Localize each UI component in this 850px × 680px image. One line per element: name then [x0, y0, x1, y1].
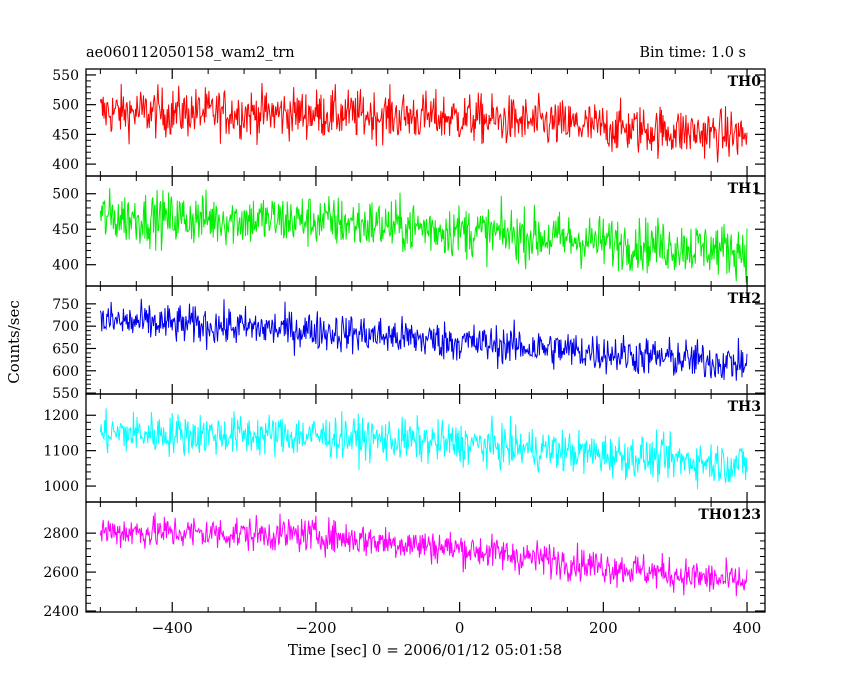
- x-tick-label: −400: [152, 619, 193, 637]
- panel-th2: 550 600 650 700 750 TH2: [52, 285, 766, 402]
- y-tick-label: 400: [52, 157, 79, 173]
- y-tick-label: 1100: [43, 444, 79, 460]
- panel-label: TH3: [728, 399, 761, 415]
- y-tick-label: 450: [52, 127, 79, 143]
- series-line-th3: [99, 408, 748, 490]
- y-tick-label: 500: [52, 98, 79, 114]
- y-tick-label: 1200: [43, 408, 79, 424]
- x-tick-label: −200: [295, 619, 336, 637]
- panel-th0123: 2400 2600 2800 TH0123: [43, 501, 766, 620]
- y-tick-label: 400: [52, 258, 79, 274]
- y-tick-label: 1000: [43, 479, 79, 495]
- x-tick-label: 200: [589, 619, 618, 637]
- y-tick-label: 650: [52, 341, 79, 357]
- panel-th0: 400 450 500 550 TH0: [52, 68, 766, 177]
- panel-label: TH0123: [698, 507, 761, 523]
- panels: 400 450 500 550 TH0 400 450 500 TH1 550 600 650 700 7…: [43, 68, 766, 620]
- y-tick-label: 450: [52, 222, 79, 238]
- series-line-th0123: [99, 512, 748, 597]
- y-axis-label: Counts/sec: [5, 300, 23, 384]
- x-axis: −400 −200 0 200 400: [152, 619, 762, 637]
- y-tick-label: 2800: [43, 526, 79, 542]
- series-line-th0: [99, 82, 748, 163]
- x-tick-label: 400: [733, 619, 762, 637]
- y-tick-label: 2600: [43, 565, 79, 581]
- y-tick-label: 550: [52, 386, 79, 402]
- panel-label: TH0: [728, 74, 762, 90]
- panel-frame: [85, 393, 766, 503]
- x-tick-label: 0: [455, 619, 465, 637]
- y-tick-label: 700: [52, 319, 79, 335]
- chart-title: ae060112050158_wam2_trn: [86, 45, 295, 61]
- panel-th3: 1000 1100 1200 TH3: [43, 393, 766, 503]
- y-tick-label: 550: [52, 68, 79, 84]
- series-line-th1: [99, 188, 748, 283]
- panel-th1: 400 450 500 TH1: [52, 175, 766, 287]
- panel-frame: [85, 501, 766, 613]
- y-tick-label: 750: [52, 297, 79, 313]
- panel-label: TH2: [728, 291, 761, 307]
- y-tick-label: 2400: [43, 604, 79, 620]
- panel-label: TH1: [728, 181, 761, 197]
- y-tick-label: 500: [52, 187, 79, 203]
- series-line-th2: [99, 298, 748, 381]
- bin-time-label: Bin time: 1.0 s: [639, 45, 746, 61]
- y-tick-label: 600: [52, 364, 79, 380]
- x-axis-label: Time [sec] 0 = 2006/01/12 05:01:58: [288, 641, 562, 659]
